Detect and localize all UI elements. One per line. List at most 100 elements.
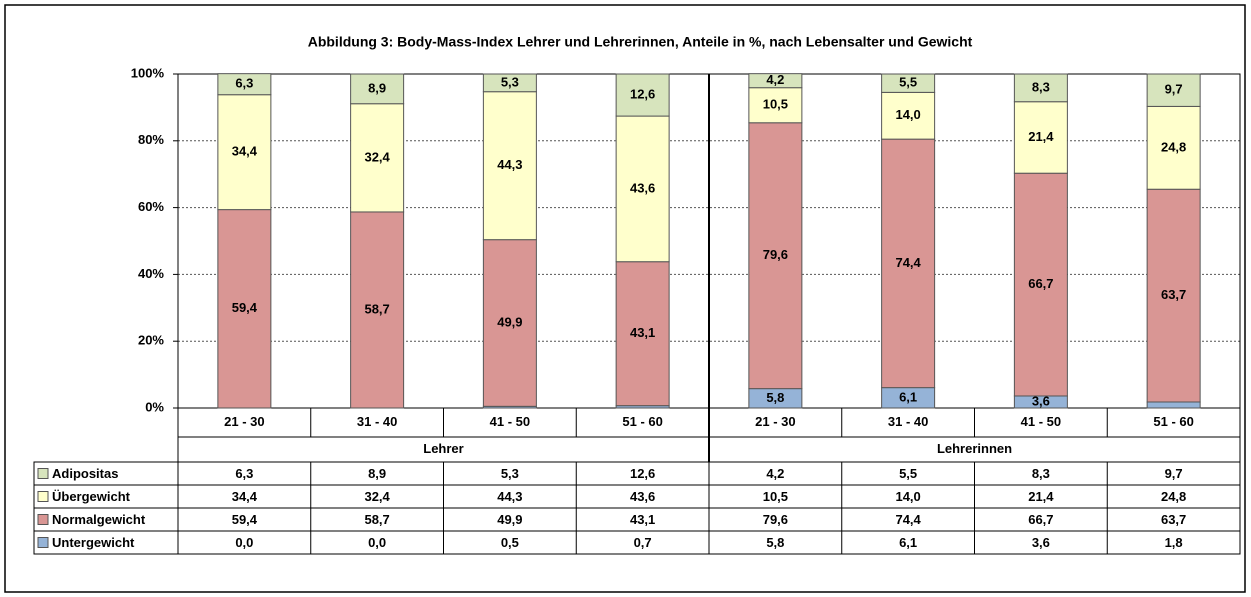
table-cell: 49,9: [497, 512, 522, 527]
table-cell: 0,7: [634, 535, 652, 550]
bar-segment: [881, 138, 936, 389]
bar-segment: [350, 73, 405, 105]
data-label: 24,8: [1161, 139, 1186, 154]
table-cell: 43,6: [630, 489, 655, 504]
bar-segment: [482, 91, 537, 241]
data-label: 44,3: [497, 157, 522, 172]
bar-segment: [482, 73, 537, 93]
data-label: 8,3: [1032, 79, 1050, 94]
table-cell: 10,5: [763, 489, 788, 504]
legend-swatch: [37, 514, 49, 525]
x-tick-label: 31 - 40: [357, 414, 397, 429]
x-tick-label: 21 - 30: [224, 414, 264, 429]
legend-label: Normalgewicht: [52, 512, 146, 527]
group-label: Lehrer: [423, 441, 463, 456]
table-cell: 1,8: [1165, 535, 1183, 550]
data-label: 66,7: [1028, 276, 1053, 291]
table-cell: 63,7: [1161, 512, 1186, 527]
table-cell: 5,3: [501, 466, 519, 481]
table-cell: 34,4: [232, 489, 258, 504]
data-label: 14,0: [895, 107, 920, 122]
x-tick-label: 31 - 40: [888, 414, 928, 429]
data-label: 8,9: [368, 80, 386, 95]
bar-segment: [615, 115, 670, 263]
group-label: Lehrerinnen: [937, 441, 1012, 456]
y-tick-label: 40%: [138, 266, 164, 281]
table-cell: 0,5: [501, 535, 519, 550]
legend-swatch: [37, 468, 49, 479]
data-label: 63,7: [1161, 287, 1186, 302]
chart-title: Abbildung 3: Body-Mass-Index Lehrer und …: [308, 34, 973, 50]
table-cell: 9,7: [1165, 466, 1183, 481]
table-cell: 12,6: [630, 466, 655, 481]
data-label: 32,4: [364, 149, 390, 164]
data-label: 74,4: [895, 255, 921, 270]
table-cell: 21,4: [1028, 489, 1054, 504]
bar-segment: [1013, 73, 1068, 103]
bar-segment: [881, 91, 936, 140]
legend-label: Untergewicht: [52, 535, 135, 550]
y-tick-label: 20%: [138, 333, 164, 348]
table-cell: 74,4: [895, 512, 921, 527]
bar-segment: [748, 73, 803, 89]
legend-label: Übergewicht: [52, 489, 131, 504]
bar-segment: [350, 103, 405, 213]
data-label: 21,4: [1028, 129, 1054, 144]
data-label: 5,5: [899, 75, 917, 90]
bar-segment: [350, 211, 405, 409]
bar-segment: [217, 209, 272, 409]
x-tick-label: 21 - 30: [755, 414, 795, 429]
data-label: 49,9: [497, 314, 522, 329]
table-cell: 8,9: [368, 466, 386, 481]
bar-segment: [748, 87, 803, 124]
table-cell: 43,1: [630, 512, 655, 527]
data-label: 3,6: [1032, 393, 1050, 408]
table-cell: 32,4: [364, 489, 390, 504]
table-cell: 66,7: [1028, 512, 1053, 527]
bar-segment: [1146, 401, 1201, 409]
data-label: 79,6: [763, 247, 788, 262]
table-cell: 24,8: [1161, 489, 1186, 504]
data-label: 4,2: [766, 72, 784, 87]
y-tick-label: 60%: [138, 199, 164, 214]
table-cell: 58,7: [364, 512, 389, 527]
table-cell: 5,8: [766, 535, 784, 550]
y-tick-label: 80%: [138, 132, 164, 147]
table-cell: 0,0: [368, 535, 386, 550]
data-label: 5,8: [766, 390, 784, 405]
table-cell: 79,6: [763, 512, 788, 527]
y-tick-label: 100%: [131, 65, 165, 80]
data-label: 5,3: [501, 74, 519, 89]
table-cell: 8,3: [1032, 466, 1050, 481]
table-cell: 3,6: [1032, 535, 1050, 550]
x-tick-label: 51 - 60: [622, 414, 662, 429]
legend-label: Adipositas: [52, 466, 118, 481]
x-tick-label: 51 - 60: [1153, 414, 1193, 429]
bar-segment: [217, 73, 272, 96]
table-cell: 6,1: [899, 535, 917, 550]
data-label: 6,1: [899, 389, 917, 404]
legend-swatch: [37, 537, 49, 548]
table-cell: 14,0: [895, 489, 920, 504]
bar-segment: [615, 73, 670, 117]
table-cell: 5,5: [899, 466, 917, 481]
data-label: 9,7: [1165, 82, 1183, 97]
data-label: 12,6: [630, 86, 655, 101]
data-label: 6,3: [235, 76, 253, 91]
data-label: 43,6: [630, 180, 655, 195]
table-cell: 4,2: [766, 466, 784, 481]
bar-segment: [217, 94, 272, 211]
bar-segment: [1146, 73, 1201, 107]
table-cell: 0,0: [235, 535, 253, 550]
legend-swatch: [37, 491, 49, 502]
bar-segment: [615, 261, 670, 407]
table-cell: 44,3: [497, 489, 522, 504]
y-tick-label: 0%: [145, 399, 164, 414]
x-tick-label: 41 - 50: [1021, 414, 1061, 429]
table-cell: 6,3: [235, 466, 253, 481]
data-label: 10,5: [763, 97, 788, 112]
table-cell: 59,4: [232, 512, 258, 527]
data-label: 59,4: [232, 300, 258, 315]
data-label: 58,7: [364, 301, 389, 316]
